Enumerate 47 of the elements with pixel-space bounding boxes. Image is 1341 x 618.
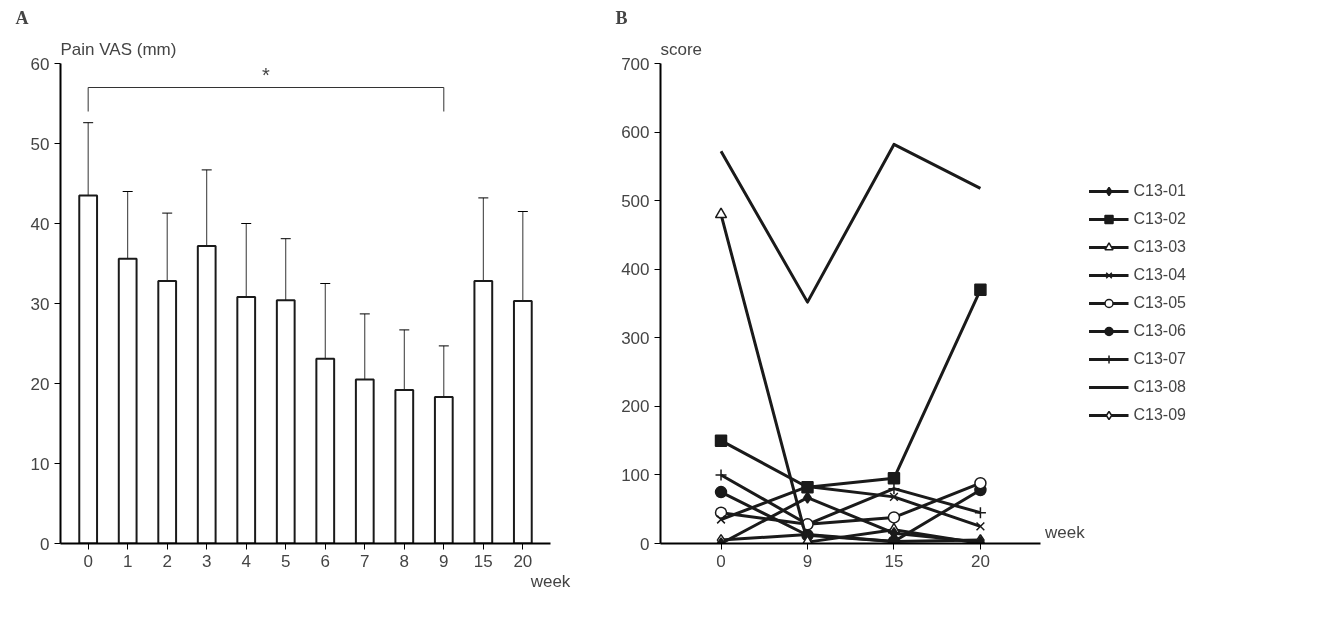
x-tick-label: 20: [970, 551, 990, 571]
legend-label: C13-09: [1133, 406, 1186, 424]
text: A: [15, 7, 29, 28]
y-tick-label: 10: [30, 454, 50, 474]
x-tick-label: 15: [884, 551, 904, 571]
x-axis-title: week: [529, 571, 571, 591]
y-tick-label: 200: [621, 397, 650, 417]
x-tick-label: 6: [320, 551, 330, 571]
text: B: [615, 7, 628, 28]
y-tick-label: 100: [621, 465, 650, 485]
y-tick-label: 600: [621, 123, 650, 143]
x-tick-label: 7: [360, 551, 370, 571]
legend-label: C13-01: [1133, 182, 1186, 200]
legend-label: C13-05: [1133, 294, 1186, 312]
x-tick-label: 4: [241, 551, 251, 571]
x-tick-label: 0: [716, 551, 726, 571]
legend-label: C13-08: [1133, 378, 1186, 396]
legend-label: C13-04: [1133, 266, 1186, 284]
x-tick-label: 3: [201, 551, 212, 571]
x-axis-title: week: [1043, 522, 1086, 542]
x-tick-label: 9: [439, 551, 449, 571]
x-tick-label: 8: [399, 551, 410, 571]
y-tick-label: 0: [40, 534, 50, 554]
y-axis-title: Pain VAS (mm): [60, 39, 177, 59]
y-tick-label: 700: [621, 54, 650, 74]
y-tick-label: 60: [30, 54, 50, 74]
x-tick-label: 20: [513, 551, 533, 571]
legend-label: C13-03: [1133, 238, 1186, 256]
y-tick-label: 20: [30, 374, 50, 394]
x-tick-label: 1: [122, 551, 133, 571]
legend-label: C13-07: [1133, 350, 1186, 368]
x-tick-label: 9: [802, 551, 813, 571]
y-axis-title: score: [660, 39, 703, 59]
y-tick-label: 400: [621, 260, 650, 280]
annotation: *: [262, 63, 271, 86]
legend-label: C13-02: [1133, 210, 1186, 228]
y-tick-label: 30: [30, 294, 50, 314]
legend-label: C13-06: [1133, 322, 1186, 340]
y-tick-label: 0: [640, 534, 650, 554]
x-tick-label: 0: [83, 551, 93, 571]
y-tick-label: 50: [30, 134, 50, 154]
x-tick-label: 2: [162, 551, 172, 571]
y-tick-label: 500: [621, 191, 650, 211]
y-tick-label: 300: [621, 328, 650, 348]
x-tick-label: 15: [473, 551, 493, 571]
x-tick-label: 5: [281, 551, 291, 571]
y-tick-label: 40: [30, 214, 50, 234]
